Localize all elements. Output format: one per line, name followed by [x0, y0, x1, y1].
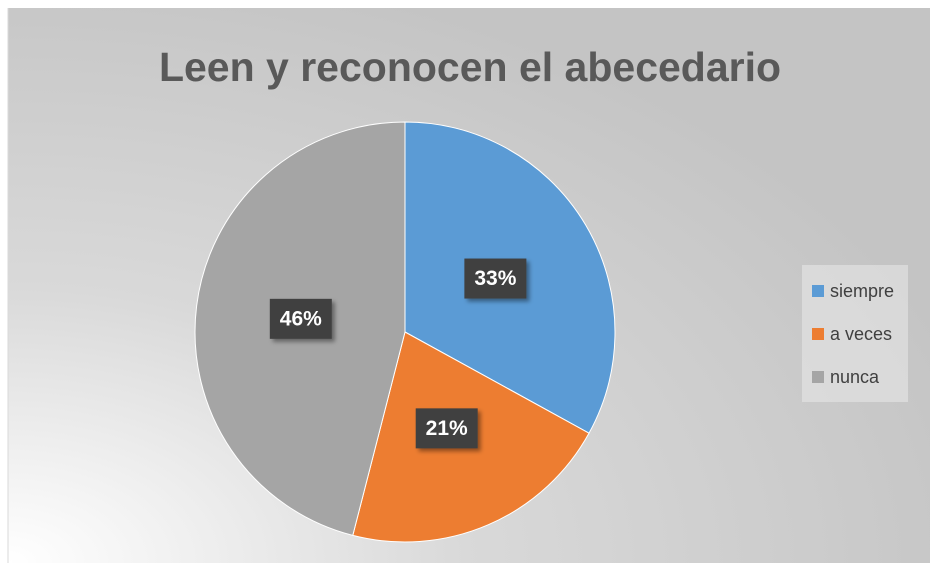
legend-label: siempre	[830, 281, 894, 301]
data-label-box	[415, 408, 478, 449]
data-label: 46%	[280, 307, 322, 330]
legend-swatch	[812, 285, 824, 297]
legend-swatch	[812, 371, 824, 383]
legend-label: a veces	[830, 324, 892, 344]
data-label-box	[269, 298, 332, 339]
data-label: 21%	[426, 417, 468, 440]
chart-title: Leen y reconocen el abecedario	[159, 44, 781, 90]
legend-label: nunca	[830, 367, 880, 387]
data-label-box	[464, 258, 527, 299]
legend-swatch	[812, 328, 824, 340]
data-label: 33%	[474, 267, 516, 290]
